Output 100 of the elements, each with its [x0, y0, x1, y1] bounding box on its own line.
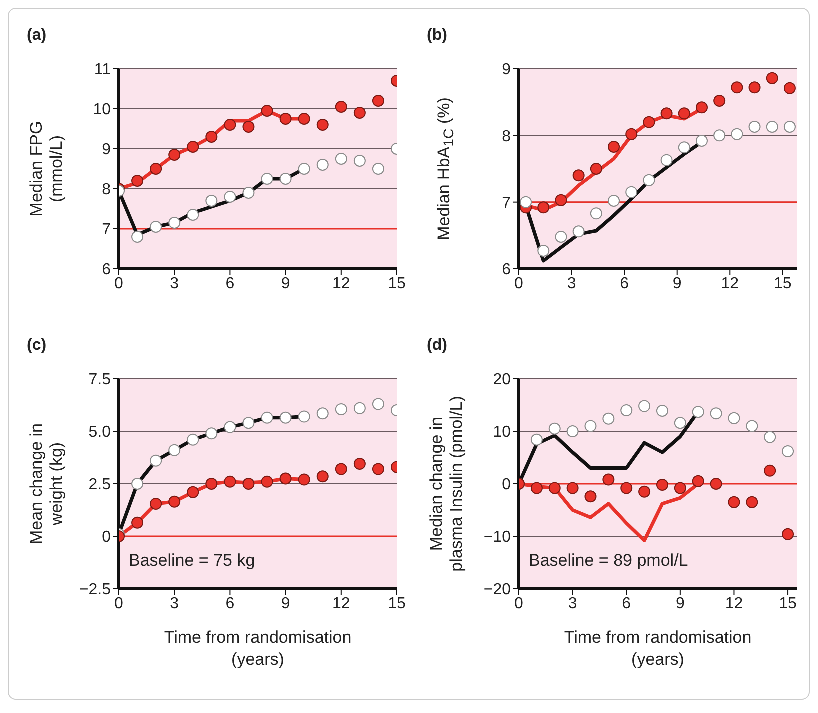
x-tick-label: 15 [779, 595, 798, 612]
point [530, 434, 543, 446]
point [316, 408, 329, 420]
point [168, 496, 181, 508]
point [660, 108, 673, 120]
point [150, 163, 162, 175]
y-tick-label: −2.5 [79, 582, 112, 599]
point [132, 175, 144, 187]
chart-title: (b) [427, 27, 448, 45]
point [764, 464, 776, 477]
point [643, 174, 656, 186]
point [566, 426, 579, 438]
x-tick-label: 0 [114, 595, 124, 612]
point [280, 472, 292, 485]
x-tick-label: 12 [721, 275, 740, 292]
point [280, 173, 292, 185]
x-tick-label: 6 [226, 595, 235, 612]
point [731, 82, 744, 94]
x-tick-label: 9 [281, 595, 290, 612]
y-tick-label: 2.5 [88, 476, 112, 494]
x-tick-label: 12 [725, 595, 744, 612]
point [710, 408, 722, 420]
point [548, 422, 561, 435]
point [602, 412, 615, 425]
y-axis-title: Mean change in weight (kg) [27, 424, 67, 544]
point [261, 173, 274, 185]
point [261, 412, 274, 424]
point [298, 474, 310, 486]
chart-title: (c) [27, 337, 47, 355]
point [242, 121, 255, 133]
x-tick-label: 3 [568, 595, 578, 612]
y-tick-label: 5.0 [88, 424, 112, 442]
point [132, 231, 144, 243]
x-axis-title: Time from randomisation (years) [563, 627, 753, 671]
x-tick-label: 0 [514, 595, 524, 612]
point [678, 142, 690, 154]
point [224, 421, 236, 434]
point [150, 221, 162, 233]
chart-title: (d) [427, 337, 448, 355]
point [692, 406, 704, 418]
y-tick-label: 10 [93, 102, 112, 119]
point [714, 130, 726, 142]
point [280, 113, 292, 125]
point [206, 131, 218, 143]
point [643, 116, 656, 128]
point [206, 478, 218, 490]
point [590, 163, 602, 175]
point [608, 141, 620, 153]
point [784, 121, 796, 133]
point [710, 478, 722, 490]
point [782, 528, 794, 540]
x-tick-label: 6 [622, 595, 632, 612]
y-tick-label: −20 [484, 582, 512, 599]
point [316, 159, 329, 171]
y-tick-label: 8 [502, 128, 512, 146]
point [608, 195, 620, 207]
point [638, 400, 651, 412]
point [538, 202, 550, 214]
y-axis-title: Median change in plasma Insulin (pmol/L) [427, 396, 467, 572]
y-tick-label: 7.5 [88, 372, 112, 389]
x-tick-label: 9 [676, 595, 685, 612]
point [372, 95, 384, 107]
point [261, 476, 274, 488]
point [728, 496, 740, 508]
point [150, 454, 162, 467]
point [187, 434, 200, 446]
x-tick-label: 6 [620, 275, 630, 292]
point [206, 428, 218, 440]
y-tick-label: 9 [102, 142, 112, 159]
point [572, 170, 585, 182]
y-axis-title: Median FPG (mmol/L) [27, 121, 67, 217]
x-tick-label: 12 [332, 595, 350, 612]
point [766, 72, 778, 84]
y-tick-label: 6 [102, 262, 112, 279]
y-tick-label: −10 [484, 529, 512, 546]
point [187, 209, 200, 221]
point [242, 417, 255, 430]
point [714, 95, 726, 107]
point [354, 402, 366, 414]
point [168, 149, 181, 161]
point [261, 105, 274, 117]
point [748, 82, 761, 94]
point [626, 128, 638, 140]
point [696, 102, 708, 114]
point [280, 412, 292, 424]
point [782, 445, 794, 458]
y-tick-label: 7 [102, 222, 112, 239]
point [572, 226, 585, 238]
point [224, 191, 236, 203]
point [590, 208, 602, 220]
point [168, 217, 181, 229]
point [731, 128, 744, 140]
point [354, 155, 366, 167]
point [674, 417, 686, 430]
point [354, 107, 366, 119]
x-tick-label: 3 [567, 275, 576, 292]
point [678, 108, 690, 120]
point [187, 141, 200, 153]
x-tick-label: 0 [114, 275, 124, 292]
point [728, 412, 740, 424]
